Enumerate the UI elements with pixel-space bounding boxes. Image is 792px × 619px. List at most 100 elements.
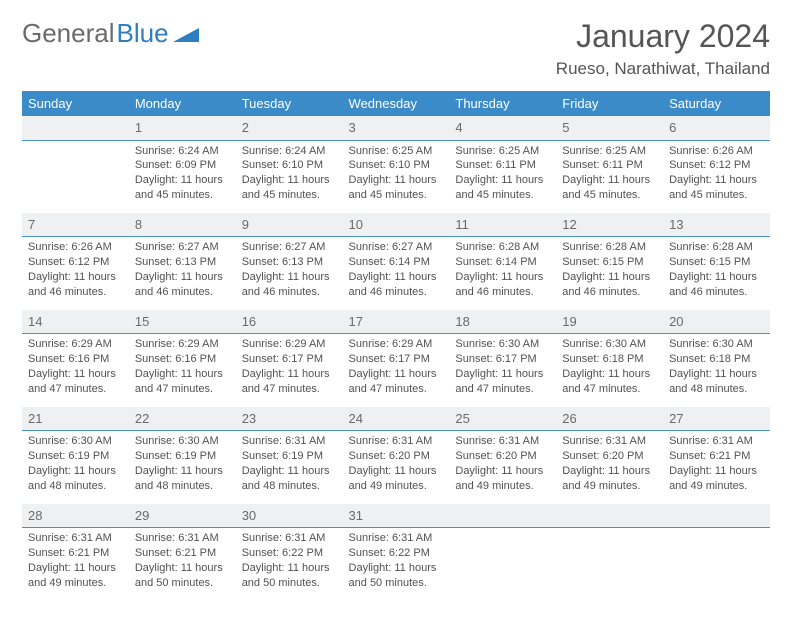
day-cell: Sunrise: 6:27 AMSunset: 6:14 PMDaylight:…	[343, 237, 450, 310]
day-number: 4	[449, 116, 556, 140]
sunset-text: Sunset: 6:11 PM	[455, 158, 550, 173]
sunrise-text: Sunrise: 6:29 AM	[349, 337, 444, 352]
sunrise-text: Sunrise: 6:27 AM	[242, 240, 337, 255]
day-number: 6	[663, 116, 770, 140]
day-cell	[556, 528, 663, 601]
sunset-text: Sunset: 6:17 PM	[455, 352, 550, 367]
sunset-text: Sunset: 6:10 PM	[349, 158, 444, 173]
sunset-text: Sunset: 6:11 PM	[562, 158, 657, 173]
day-cell: Sunrise: 6:28 AMSunset: 6:15 PMDaylight:…	[663, 237, 770, 310]
daylight-text: Daylight: 11 hours and 45 minutes.	[135, 173, 230, 203]
daylight-text: Daylight: 11 hours and 46 minutes.	[455, 270, 550, 300]
daylight-text: Daylight: 11 hours and 49 minutes.	[562, 464, 657, 494]
daylight-text: Daylight: 11 hours and 45 minutes.	[455, 173, 550, 203]
day-number-row: 21222324252627	[22, 407, 770, 431]
day-number: 16	[236, 310, 343, 334]
day-cell: Sunrise: 6:28 AMSunset: 6:15 PMDaylight:…	[556, 237, 663, 310]
sunrise-text: Sunrise: 6:30 AM	[562, 337, 657, 352]
daylight-text: Daylight: 11 hours and 46 minutes.	[349, 270, 444, 300]
sunset-text: Sunset: 6:21 PM	[669, 449, 764, 464]
weekday-header: Tuesday	[236, 91, 343, 116]
sunset-text: Sunset: 6:20 PM	[562, 449, 657, 464]
daylight-text: Daylight: 11 hours and 45 minutes.	[242, 173, 337, 203]
day-cell: Sunrise: 6:30 AMSunset: 6:19 PMDaylight:…	[129, 431, 236, 504]
logo-flag-icon	[173, 24, 199, 44]
sunset-text: Sunset: 6:14 PM	[455, 255, 550, 270]
day-number: 27	[663, 407, 770, 431]
sunrise-text: Sunrise: 6:29 AM	[242, 337, 337, 352]
daylight-text: Daylight: 11 hours and 47 minutes.	[242, 367, 337, 397]
day-content-row: Sunrise: 6:26 AMSunset: 6:12 PMDaylight:…	[22, 237, 770, 310]
day-cell: Sunrise: 6:27 AMSunset: 6:13 PMDaylight:…	[129, 237, 236, 310]
weekday-header: Sunday	[22, 91, 129, 116]
day-number-row: 14151617181920	[22, 310, 770, 334]
day-number: 21	[22, 407, 129, 431]
day-number	[663, 504, 770, 528]
sunrise-text: Sunrise: 6:25 AM	[349, 144, 444, 159]
sunrise-text: Sunrise: 6:31 AM	[349, 434, 444, 449]
sunset-text: Sunset: 6:09 PM	[135, 158, 230, 173]
day-cell: Sunrise: 6:30 AMSunset: 6:18 PMDaylight:…	[556, 334, 663, 407]
day-cell: Sunrise: 6:31 AMSunset: 6:19 PMDaylight:…	[236, 431, 343, 504]
sunrise-text: Sunrise: 6:26 AM	[28, 240, 123, 255]
day-number: 26	[556, 407, 663, 431]
day-cell: Sunrise: 6:24 AMSunset: 6:09 PMDaylight:…	[129, 140, 236, 213]
sunset-text: Sunset: 6:12 PM	[669, 158, 764, 173]
day-number: 13	[663, 213, 770, 237]
sunset-text: Sunset: 6:18 PM	[669, 352, 764, 367]
daylight-text: Daylight: 11 hours and 48 minutes.	[669, 367, 764, 397]
sunrise-text: Sunrise: 6:31 AM	[242, 531, 337, 546]
day-cell: Sunrise: 6:29 AMSunset: 6:16 PMDaylight:…	[129, 334, 236, 407]
daylight-text: Daylight: 11 hours and 46 minutes.	[562, 270, 657, 300]
day-number	[449, 504, 556, 528]
location: Rueso, Narathiwat, Thailand	[556, 59, 770, 79]
day-cell: Sunrise: 6:24 AMSunset: 6:10 PMDaylight:…	[236, 140, 343, 213]
sunrise-text: Sunrise: 6:31 AM	[28, 531, 123, 546]
day-cell: Sunrise: 6:30 AMSunset: 6:19 PMDaylight:…	[22, 431, 129, 504]
sunset-text: Sunset: 6:19 PM	[242, 449, 337, 464]
sunrise-text: Sunrise: 6:29 AM	[135, 337, 230, 352]
sunset-text: Sunset: 6:12 PM	[28, 255, 123, 270]
sunrise-text: Sunrise: 6:30 AM	[455, 337, 550, 352]
daylight-text: Daylight: 11 hours and 45 minutes.	[349, 173, 444, 203]
day-number: 10	[343, 213, 450, 237]
sunrise-text: Sunrise: 6:27 AM	[349, 240, 444, 255]
day-number-row: 28293031	[22, 504, 770, 528]
daylight-text: Daylight: 11 hours and 46 minutes.	[28, 270, 123, 300]
sunrise-text: Sunrise: 6:28 AM	[455, 240, 550, 255]
day-cell: Sunrise: 6:31 AMSunset: 6:21 PMDaylight:…	[129, 528, 236, 601]
day-number: 24	[343, 407, 450, 431]
daylight-text: Daylight: 11 hours and 46 minutes.	[669, 270, 764, 300]
day-cell: Sunrise: 6:30 AMSunset: 6:18 PMDaylight:…	[663, 334, 770, 407]
day-content-row: Sunrise: 6:24 AMSunset: 6:09 PMDaylight:…	[22, 140, 770, 213]
daylight-text: Daylight: 11 hours and 47 minutes.	[349, 367, 444, 397]
weekday-header: Saturday	[663, 91, 770, 116]
day-number: 5	[556, 116, 663, 140]
daylight-text: Daylight: 11 hours and 47 minutes.	[455, 367, 550, 397]
sunrise-text: Sunrise: 6:24 AM	[242, 144, 337, 159]
sunrise-text: Sunrise: 6:31 AM	[455, 434, 550, 449]
day-cell: Sunrise: 6:27 AMSunset: 6:13 PMDaylight:…	[236, 237, 343, 310]
sunset-text: Sunset: 6:17 PM	[349, 352, 444, 367]
day-content-row: Sunrise: 6:31 AMSunset: 6:21 PMDaylight:…	[22, 528, 770, 601]
day-number: 29	[129, 504, 236, 528]
day-number-row: 78910111213	[22, 213, 770, 237]
sunrise-text: Sunrise: 6:31 AM	[135, 531, 230, 546]
day-number: 11	[449, 213, 556, 237]
daylight-text: Daylight: 11 hours and 45 minutes.	[562, 173, 657, 203]
sunset-text: Sunset: 6:10 PM	[242, 158, 337, 173]
sunset-text: Sunset: 6:13 PM	[242, 255, 337, 270]
weekday-header: Thursday	[449, 91, 556, 116]
daylight-text: Daylight: 11 hours and 46 minutes.	[135, 270, 230, 300]
daylight-text: Daylight: 11 hours and 50 minutes.	[349, 561, 444, 591]
day-cell: Sunrise: 6:31 AMSunset: 6:20 PMDaylight:…	[556, 431, 663, 504]
sunset-text: Sunset: 6:16 PM	[135, 352, 230, 367]
daylight-text: Daylight: 11 hours and 46 minutes.	[242, 270, 337, 300]
sunset-text: Sunset: 6:17 PM	[242, 352, 337, 367]
day-cell: Sunrise: 6:25 AMSunset: 6:11 PMDaylight:…	[449, 140, 556, 213]
day-cell: Sunrise: 6:31 AMSunset: 6:22 PMDaylight:…	[343, 528, 450, 601]
sunset-text: Sunset: 6:19 PM	[28, 449, 123, 464]
day-number-row: 123456	[22, 116, 770, 140]
day-cell: Sunrise: 6:26 AMSunset: 6:12 PMDaylight:…	[663, 140, 770, 213]
day-number: 17	[343, 310, 450, 334]
